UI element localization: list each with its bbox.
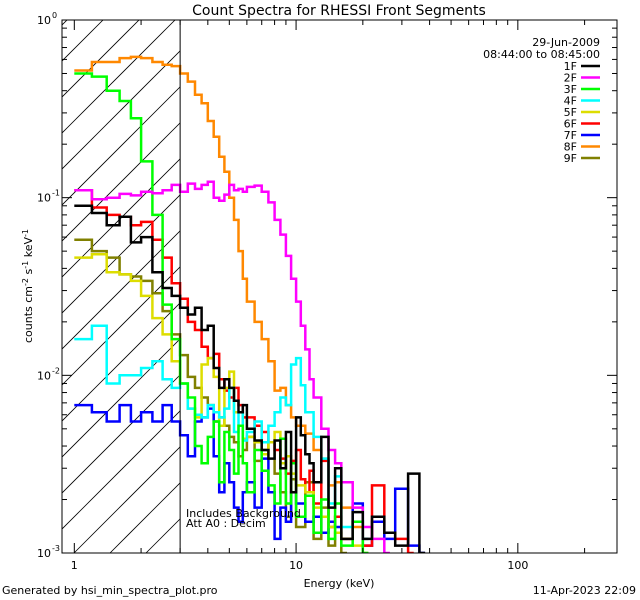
x-axis-label: Energy (keV) — [304, 577, 375, 590]
plot-frame — [61, 19, 618, 554]
x-tick-label: 10 — [289, 559, 303, 572]
legend-label-9F: 9F — [564, 152, 577, 165]
hatch-mask — [180, 20, 617, 553]
legend-label-6F: 6F — [564, 118, 577, 131]
series-group — [74, 55, 426, 553]
y-tick-exponent: -1 — [52, 189, 60, 198]
series-line-3F — [74, 72, 369, 553]
footer-timestamp: 11-Apr-2023 22:09 — [533, 584, 636, 597]
x-tick-label: 1 — [71, 559, 78, 572]
chart-title: Count Spectra for RHESSI Front Segments — [192, 3, 486, 19]
note-line-2: Att A0 : Decim — [186, 517, 266, 530]
legend-label-2F: 2F — [564, 72, 577, 85]
series-line-8F — [74, 55, 369, 541]
y-tick-label: 10 — [37, 14, 51, 27]
y-tick-label: 10 — [37, 192, 51, 205]
y-axis-label: counts cm-2 s-1 keV-1 — [21, 229, 35, 343]
y-tick-exponent: -3 — [52, 544, 60, 553]
hatch-line — [62, 20, 140, 98]
y-tick-label: 10 — [37, 369, 51, 382]
note-line-1: Includes Background — [186, 507, 301, 520]
legend-label-4F: 4F — [564, 95, 577, 108]
series-line-2F — [74, 180, 390, 553]
legend-label-8F: 8F — [564, 141, 577, 154]
y-tick-exponent: -2 — [52, 366, 60, 375]
hatch-line — [62, 20, 68, 26]
legend-label-5F: 5F — [564, 106, 577, 119]
hatch-line — [62, 20, 212, 170]
legend-label-1F: 1F — [564, 60, 577, 73]
y-tick-label: 10 — [37, 547, 51, 560]
hatch-line — [62, 20, 104, 62]
x-tick-label: 100 — [507, 559, 528, 572]
legend-label-3F: 3F — [564, 83, 577, 96]
hatch-line — [0, 0, 22, 553]
series-line-1F — [74, 204, 426, 553]
y-tick-exponent: 0 — [52, 11, 57, 20]
date-label: 29-Jun-2009 — [532, 36, 600, 49]
hatch-line — [62, 20, 176, 134]
legend-label-7F: 7F — [564, 129, 577, 142]
attenuator-hatch — [0, 0, 617, 553]
time-range-label: 08:44:00 to 08:45:00 — [483, 48, 600, 61]
footer-generator: Generated by hsi_min_spectra_plot.pro — [2, 584, 218, 597]
